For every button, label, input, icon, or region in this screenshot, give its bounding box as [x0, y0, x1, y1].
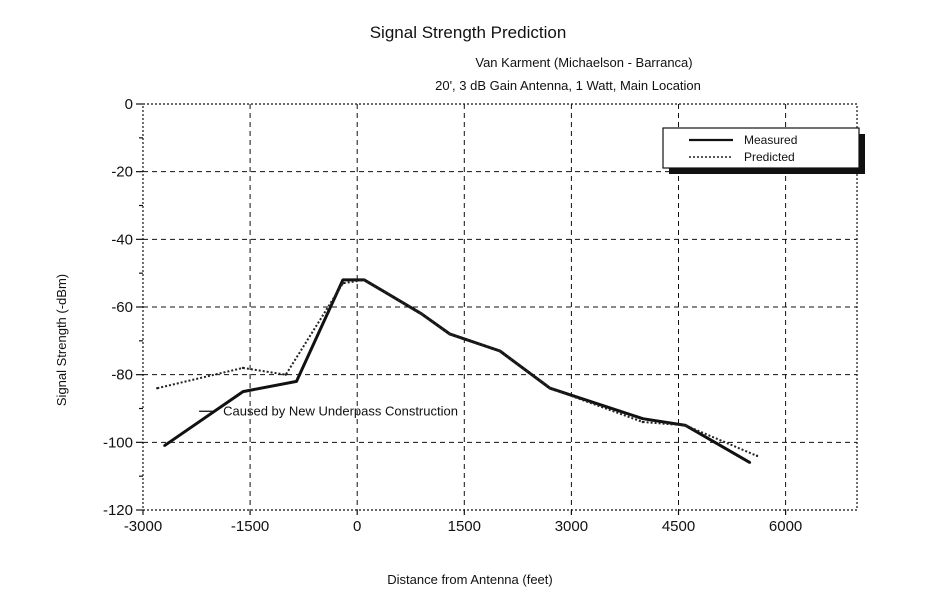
data-point-predicted — [241, 366, 245, 370]
data-point-predicted — [284, 373, 287, 376]
annotation: Caused by New Underpass Construction — [199, 403, 458, 418]
x-tick-label: 3000 — [555, 518, 588, 535]
series-line-predicted — [157, 278, 758, 457]
x-tick-label: 1500 — [448, 518, 481, 535]
data-point-predicted — [548, 387, 552, 390]
x-axis-label: Distance from Antenna (feet) — [387, 572, 552, 587]
data-point-measured — [748, 461, 752, 464]
series-lines — [156, 278, 759, 464]
legend-label-measured: Measured — [744, 133, 797, 147]
chart-subtitle-1: Van Karment (Michaelson - Barranca) — [475, 55, 692, 70]
data-point-measured — [241, 390, 245, 393]
y-tick-label: -100 — [103, 434, 133, 451]
x-tick-label: -1500 — [231, 518, 269, 535]
data-point-measured — [341, 278, 345, 282]
y-axis-label: Signal Strength (-dBm) — [54, 274, 69, 406]
data-point-measured — [163, 444, 166, 447]
y-axis: 0 -20 -40 -60 -80 -100 -120 — [103, 96, 143, 519]
chart-subtitle-2: 20', 3 dB Gain Antenna, 1 Watt, Main Loc… — [435, 78, 701, 93]
data-point-predicted — [420, 312, 423, 315]
legend-label-predicted: Predicted — [744, 150, 795, 164]
data-point-predicted — [448, 332, 452, 336]
x-tick-label: 0 — [353, 518, 361, 535]
annotation-text: Caused by New Underpass Construction — [223, 403, 458, 418]
data-point-predicted — [341, 282, 345, 285]
x-tick-label: 4500 — [662, 518, 695, 535]
y-tick-label: -20 — [111, 164, 133, 181]
data-point-predicted — [363, 278, 366, 282]
y-tick-label: -120 — [103, 502, 133, 519]
y-tick-label: -60 — [111, 299, 133, 316]
x-axis: -3000 -1500 0 1500 3000 4500 6000 — [124, 510, 802, 535]
legend-box — [662, 127, 860, 169]
x-tick-label: -3000 — [124, 518, 162, 535]
data-point-measured — [641, 417, 644, 420]
data-point-predicted — [156, 387, 159, 390]
data-point-predicted — [755, 454, 759, 458]
chart-title: Signal Strength Prediction — [370, 23, 567, 42]
y-tick-label: -80 — [111, 367, 133, 384]
legend: Measured Predicted — [662, 127, 865, 174]
data-point-predicted — [498, 349, 502, 353]
data-point-predicted — [641, 420, 644, 424]
data-point-measured — [295, 380, 298, 383]
x-tick-label: 6000 — [769, 518, 802, 535]
data-point-predicted — [684, 424, 687, 427]
y-tick-label: 0 — [125, 96, 133, 113]
y-tick-label: -40 — [111, 231, 133, 248]
